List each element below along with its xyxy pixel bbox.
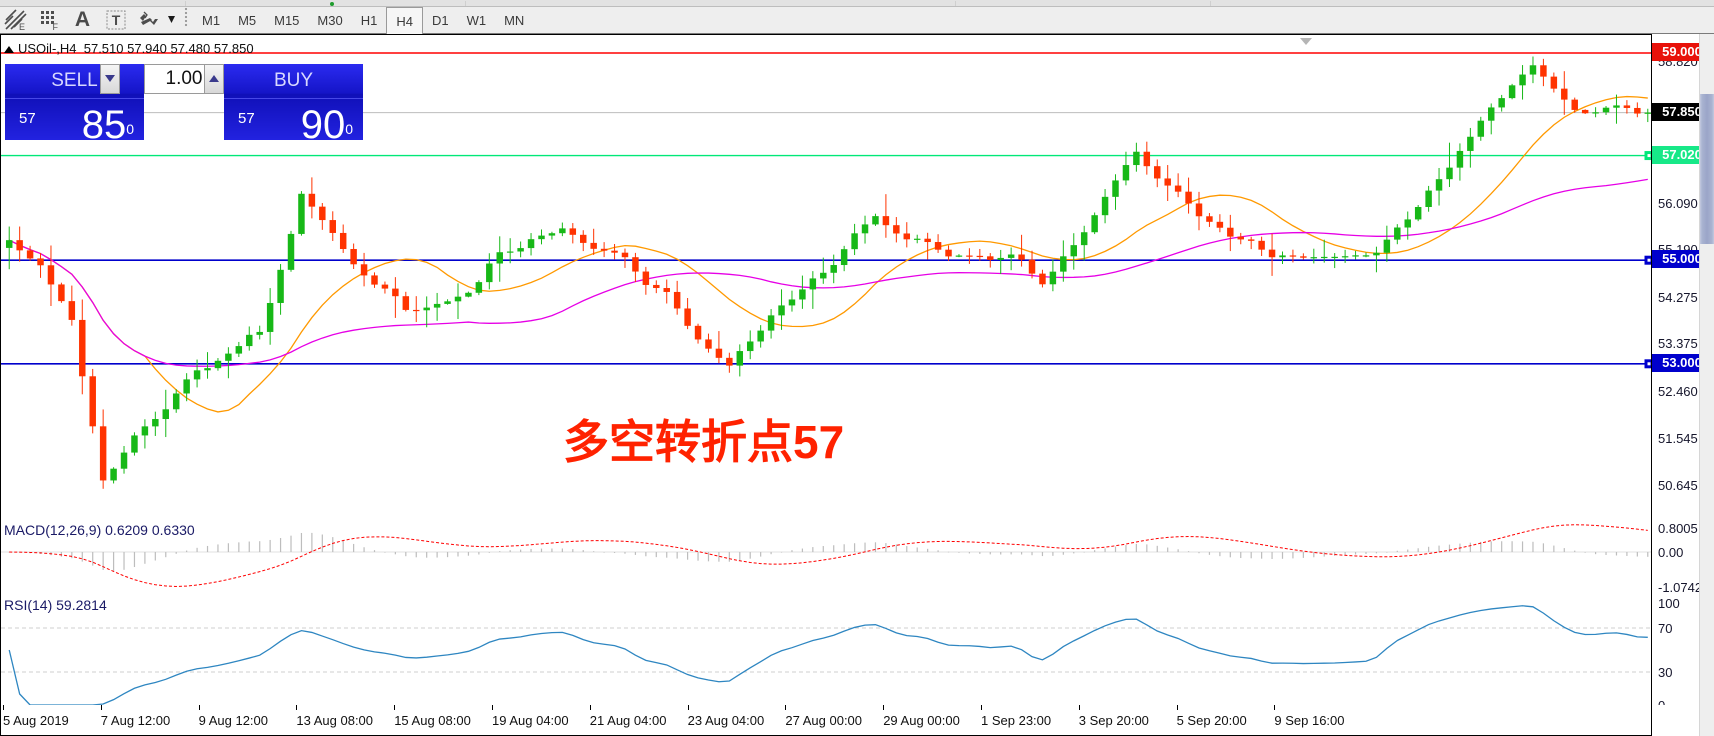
svg-text:T: T [111,12,120,28]
